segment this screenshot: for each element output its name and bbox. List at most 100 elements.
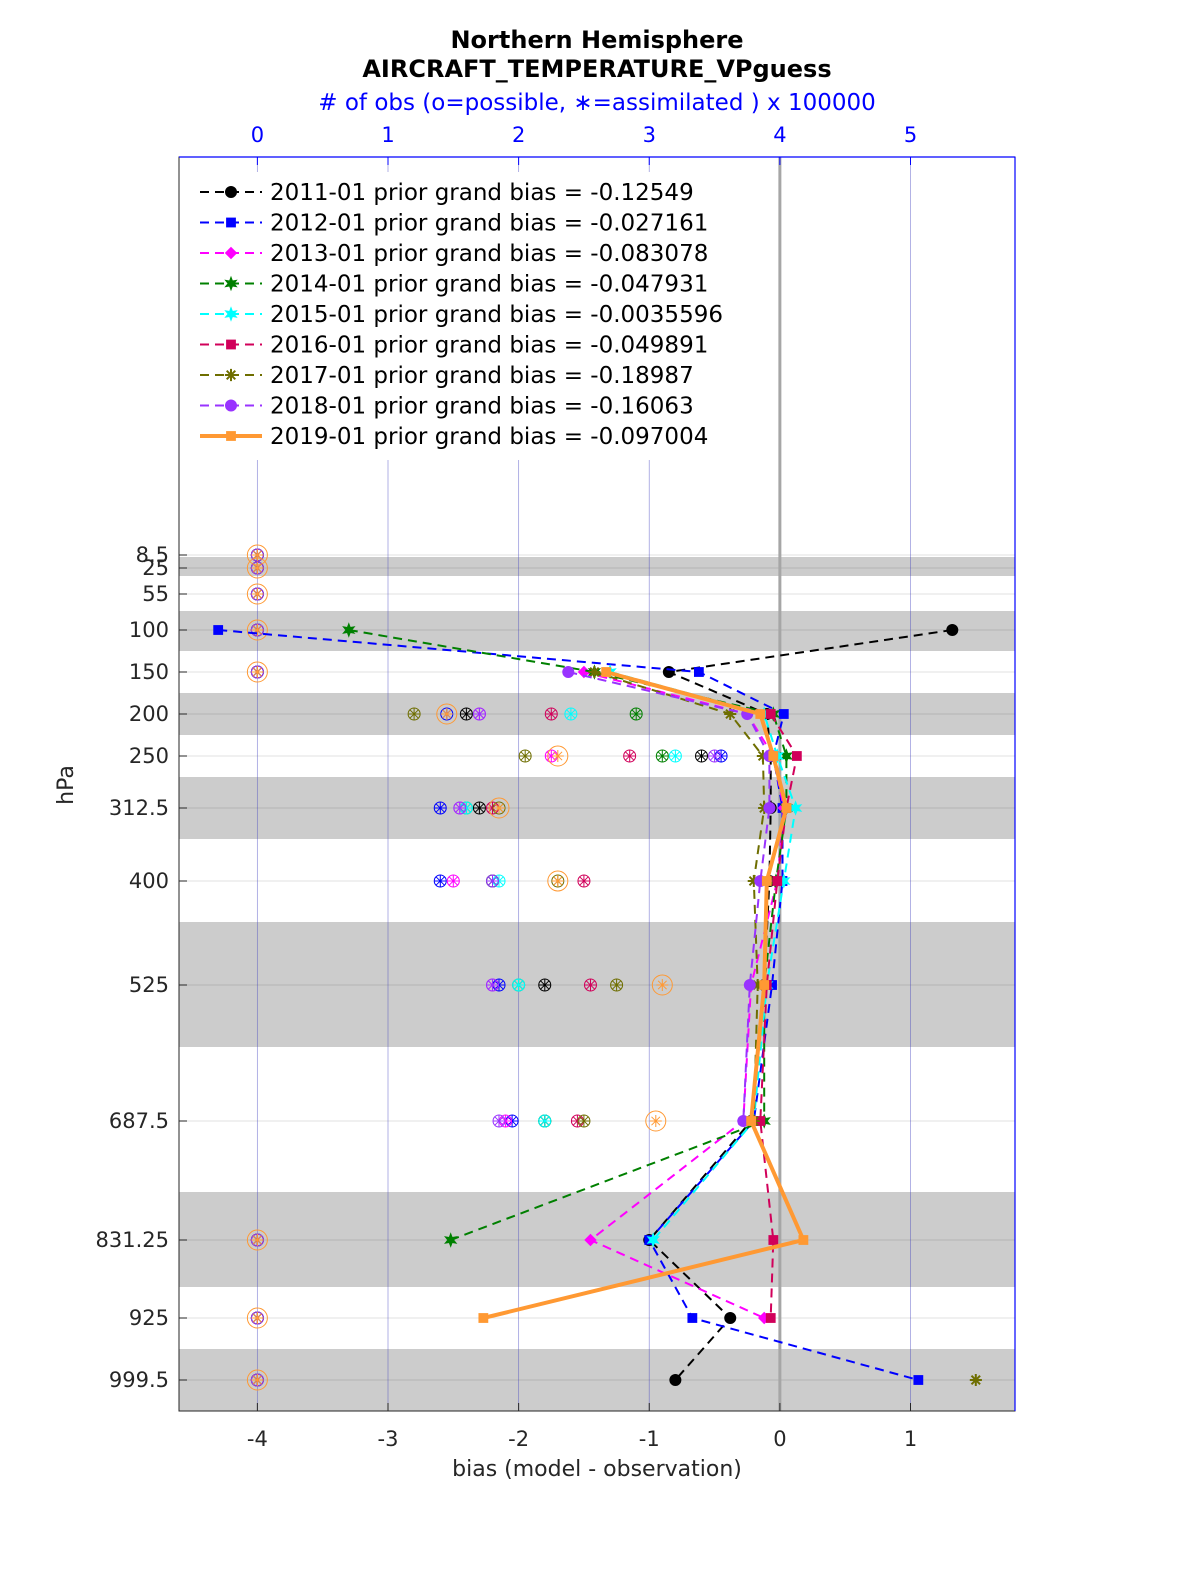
x-tick-label: -1 xyxy=(639,1427,660,1451)
legend-item-8: 2018-01 prior grand bias = -0.16063 xyxy=(200,394,694,420)
data-point xyxy=(669,1374,682,1386)
obs-possible-marker xyxy=(246,661,268,683)
obs-assimilated-marker xyxy=(453,802,466,814)
obs-possible-marker xyxy=(651,974,673,996)
chart-subtitle: AIRCRAFT_TEMPERATURE_VPguess xyxy=(362,55,831,83)
series-line xyxy=(583,671,785,1319)
layer-band xyxy=(179,557,1015,563)
legend-item-1: 2011-01 prior grand bias = -0.12549 xyxy=(200,180,694,206)
data-point xyxy=(913,1375,924,1385)
data-point xyxy=(759,980,770,990)
layer-band xyxy=(179,693,1015,735)
series-lines xyxy=(213,622,982,1386)
legend-item-3: 2013-01 prior grand bias = -0.083078 xyxy=(200,241,708,267)
obs-assimilated-marker xyxy=(538,1115,551,1127)
obs-assimilated-marker xyxy=(538,979,551,991)
y-tick-label: 200 xyxy=(129,702,169,726)
top-tick-label: 2 xyxy=(512,123,525,147)
data-point xyxy=(778,709,789,719)
obs-assimilated-marker xyxy=(551,875,564,887)
obs-assimilated-marker xyxy=(506,1115,519,1127)
top-tick-label: 4 xyxy=(773,123,786,147)
data-point xyxy=(763,802,776,814)
top-tick-label: 5 xyxy=(904,123,917,147)
y-tick-label: 525 xyxy=(129,973,169,997)
y-tick-label: 100 xyxy=(129,618,169,642)
obs-assimilated-marker xyxy=(434,802,447,814)
obs-possible-marker xyxy=(547,870,569,892)
layer-band xyxy=(179,1349,1015,1411)
y-tick-label: 687.5 xyxy=(109,1109,169,1133)
legend-marker xyxy=(225,399,237,412)
chart-title: Northern Hemisphere xyxy=(450,26,743,54)
obs-assimilated-marker xyxy=(551,750,564,762)
obs-assimilated-marker xyxy=(251,549,264,561)
legend-marker xyxy=(225,186,237,198)
obs-assimilated-marker xyxy=(493,802,505,814)
obs-assimilated-marker xyxy=(577,875,590,887)
obs-count-markers xyxy=(246,544,728,1391)
data-point xyxy=(751,979,764,991)
top-tick-label: 3 xyxy=(643,123,656,147)
data-point xyxy=(693,667,704,677)
legend-item-7: 2017-01 prior grand bias = -0.18987 xyxy=(200,363,694,389)
data-point xyxy=(724,708,737,720)
data-point xyxy=(772,876,783,886)
data-point xyxy=(342,622,356,638)
data-point xyxy=(562,666,575,678)
legend-item-2: 2012-01 prior grand bias = -0.027161 xyxy=(200,211,708,237)
legend-marker xyxy=(226,339,236,350)
data-point xyxy=(755,709,766,719)
gridlines xyxy=(179,157,1015,1411)
data-point xyxy=(746,1116,757,1126)
obs-assimilated-marker xyxy=(473,708,486,720)
obs-assimilated-marker xyxy=(545,750,558,762)
obs-assimilated-marker xyxy=(623,750,636,762)
legend-marker xyxy=(226,431,236,441)
obs-possible-marker xyxy=(547,745,569,767)
obs-assimilated-marker xyxy=(708,750,721,762)
y-tick-label: 999.5 xyxy=(109,1368,169,1392)
series-line xyxy=(609,671,797,1241)
obs-assimilated-marker xyxy=(251,1234,264,1246)
obs-markers-series-9 xyxy=(246,544,673,1391)
obs-possible-marker xyxy=(246,1307,268,1329)
obs-assimilated-marker xyxy=(669,750,682,762)
obs-assimilated-marker xyxy=(460,708,473,720)
data-point xyxy=(768,751,779,761)
x-axis-label: bias (model - observation) xyxy=(452,1457,742,1482)
x-tick-label: 0 xyxy=(773,1427,786,1451)
top-tick-label: 0 xyxy=(251,123,264,147)
obs-assimilated-marker xyxy=(486,802,499,814)
obs-assimilated-marker xyxy=(584,979,597,991)
series-9 xyxy=(478,667,809,1323)
obs-assimilated-marker xyxy=(434,875,447,887)
data-point xyxy=(724,1312,737,1324)
y-tick-label: 250 xyxy=(129,744,169,768)
obs-assimilated-marker xyxy=(447,875,460,887)
legend-label: 2014-01 prior grand bias = -0.047931 xyxy=(270,272,708,298)
obs-assimilated-marker xyxy=(486,875,499,887)
obs-assimilated-marker xyxy=(571,1115,584,1127)
y-tick-label: 150 xyxy=(129,660,169,684)
obs-possible-marker xyxy=(436,703,458,725)
legend-item-6: 2016-01 prior grand bias = -0.049891 xyxy=(200,333,708,359)
data-point xyxy=(213,625,224,635)
obs-assimilated-marker xyxy=(251,562,264,574)
data-point xyxy=(478,1313,489,1323)
legend-marker xyxy=(224,306,238,322)
legend-label: 2011-01 prior grand bias = -0.12549 xyxy=(270,180,694,206)
layer-bands xyxy=(179,557,1015,1411)
y-tick-label: 925 xyxy=(129,1306,169,1330)
obs-assimilated-marker xyxy=(656,750,669,762)
data-point xyxy=(761,876,772,886)
legend-marker xyxy=(224,368,238,382)
data-point xyxy=(756,750,769,762)
legend: 2011-01 prior grand bias = -0.12549 2012-… xyxy=(194,172,774,460)
legend-marker xyxy=(224,275,238,292)
data-point xyxy=(765,709,776,719)
legend-label: 2018-01 prior grand bias = -0.16063 xyxy=(270,394,694,420)
